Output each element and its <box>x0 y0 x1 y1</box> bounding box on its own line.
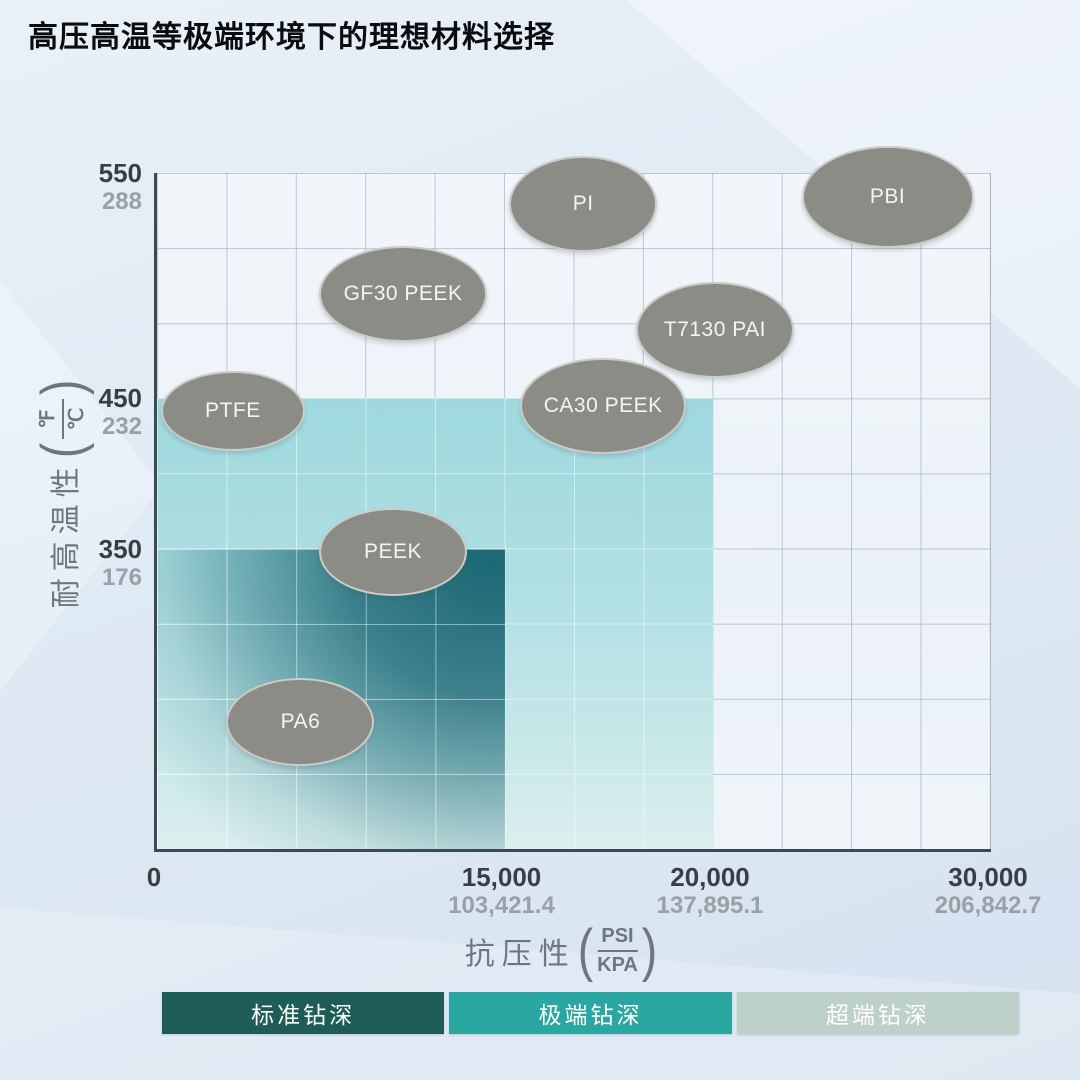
x-tick-20000: 20,000 137,895.1 <box>657 862 764 920</box>
plot-area: PI PBI GF30 PEEK T7130 PAI PTFE CA30 PEEK PEEK… <box>154 146 991 852</box>
legend-item-label: 超端钻深 <box>825 1002 930 1028</box>
material-bubble-pi: PI <box>509 156 658 253</box>
y-axis-close-paren: ) <box>30 379 95 396</box>
fraction-bar <box>62 399 64 439</box>
material-bubble-label: T7130 PAI <box>663 317 767 341</box>
material-bubble-ptfe: PTFE <box>160 370 305 451</box>
x-axis-tick-labels: 0 15,000 103,421.4 20,000 137,895.1 30,000 206… <box>147 862 1042 932</box>
y-axis-tick-labels: 550 288 450 232 350 176 <box>0 158 142 849</box>
x-axis-title-text: 抗压性 <box>464 938 576 971</box>
x-tick-kpa: 206,842.7 <box>934 892 1042 919</box>
page-title: 高压高温等极端环境下的理想材料选择 <box>28 21 555 54</box>
material-bubble-label: PI <box>572 192 594 216</box>
material-bubble-pbi: PBI <box>801 146 974 249</box>
x-axis-title: 抗压性 ( PSI KPA ) <box>465 922 659 980</box>
material-bubble-label: GF30 PEEK <box>343 282 463 305</box>
y-tick-fahrenheit: 450 <box>98 383 142 414</box>
x-axis-close-paren: ) <box>641 918 658 983</box>
material-bubble-ca30-peek: CA30 PEEK <box>520 358 687 455</box>
material-bubble-label: CA30 PEEK <box>543 394 663 418</box>
x-tick-kpa: 103,421.4 <box>448 892 555 919</box>
legend-item-label: 标准钻深 <box>251 1002 356 1028</box>
fraction-bar <box>597 950 638 952</box>
legend-item-1: 标准钻深 <box>162 992 445 1034</box>
legend-item-2: 极端钻深 <box>449 992 732 1034</box>
x-tick-psi: 15,000 <box>461 862 542 892</box>
y-tick-celsius: 232 <box>101 413 142 441</box>
material-bubble-label: PBI <box>869 185 906 209</box>
legend: 标准钻深 极端钻深 超端钻深 <box>162 992 1019 1034</box>
material-bubble-pa6: PA6 <box>226 677 375 766</box>
legend-item-label: 极端钻深 <box>538 1002 643 1028</box>
y-tick-450: 450 232 <box>0 383 142 441</box>
y-axis-open-paren: ( <box>30 442 95 459</box>
y-tick-celsius: 176 <box>101 563 142 591</box>
y-tick-550: 550 288 <box>0 158 142 216</box>
material-bubbles-layer: PI PBI GF30 PEEK T7130 PAI PTFE CA30 PEEK PEEK… <box>157 146 991 849</box>
x-axis-unit-fraction: PSI KPA <box>597 925 638 977</box>
y-axis-title: 耐高温性 ( ℉ ℃ ) <box>28 358 98 628</box>
y-tick-celsius: 288 <box>101 188 142 215</box>
x-tick-0: 0 <box>147 862 161 892</box>
x-tick-30000: 30,000 206,842.7 <box>935 862 1042 920</box>
x-tick-psi: 0 <box>146 862 162 892</box>
y-axis-title-text: 耐高温性 <box>50 460 83 609</box>
material-bubble-label: PTFE <box>205 398 261 422</box>
x-axis-unit-bottom: KPA <box>597 954 638 976</box>
x-axis-unit-top: PSI <box>601 925 634 947</box>
x-axis-open-paren: ( <box>577 918 594 983</box>
material-bubble-label: PA6 <box>280 709 321 733</box>
y-tick-fahrenheit: 350 <box>98 533 142 564</box>
material-bubble-gf30-peek: GF30 PEEK <box>319 246 488 342</box>
y-tick-350: 350 176 <box>0 534 142 592</box>
x-tick-psi: 20,000 <box>670 862 750 892</box>
material-bubble-peek: PEEK <box>319 508 468 597</box>
x-tick-psi: 30,000 <box>948 862 1028 892</box>
legend-item-3: 超端钻深 <box>736 992 1019 1034</box>
material-bubble-t7130-pai: T7130 PAI <box>635 281 794 378</box>
y-axis-unit-bottom: ℃ <box>66 407 88 431</box>
x-tick-kpa: 137,895.1 <box>656 892 764 919</box>
y-tick-fahrenheit: 550 <box>98 158 142 188</box>
material-bubble-label: PEEK <box>364 540 423 564</box>
y-axis-unit-top: ℉ <box>37 409 59 429</box>
x-tick-15000: 15,000 103,421.4 <box>448 862 555 920</box>
y-axis-unit-fraction: ℉ ℃ <box>37 399 89 439</box>
